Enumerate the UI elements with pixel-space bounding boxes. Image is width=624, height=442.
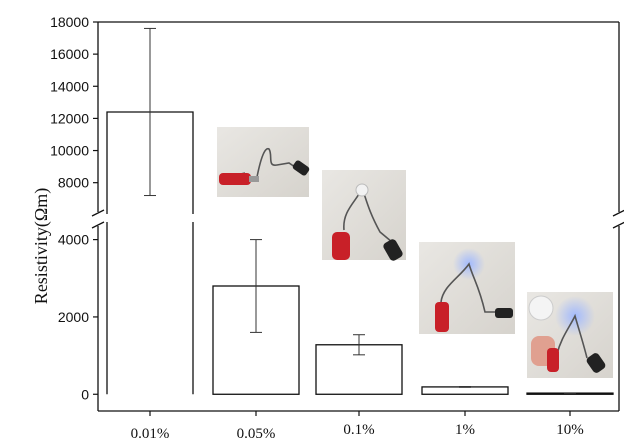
inset-photo-circuit-10pct: [527, 292, 613, 378]
error-bar-0.05%: [250, 239, 262, 333]
y-tick-0: 0: [81, 386, 98, 402]
x-category-label: 0.05%: [237, 426, 276, 442]
y-tick-16000: 16000: [50, 46, 98, 62]
error-bar-1%: [459, 386, 471, 388]
y-axis-title: Resistivity(Ωm): [31, 188, 52, 304]
y-tick-label: 8000: [58, 175, 89, 191]
inset-photo-circuit-1pct: [419, 242, 515, 334]
inset-photo-circuit-0.05pct: [217, 127, 310, 197]
axis-break-mark-left: [91, 209, 105, 229]
y-tick-4000: 4000: [58, 232, 98, 248]
bar-1%: [421, 386, 509, 395]
y-tick-label: 14000: [50, 78, 89, 94]
axis-break-mark-right: [612, 209, 624, 229]
x-category-label: 1%: [455, 422, 475, 438]
error-bar-0.1%: [353, 334, 365, 356]
x-category-label: 0.1%: [343, 422, 374, 438]
y-tick-label: 12000: [50, 110, 89, 126]
y-tick-label: 16000: [50, 46, 89, 62]
error-bars-layer: [144, 27, 576, 394]
y-tick-label: 0: [81, 386, 89, 402]
y-tick-label: 18000: [50, 14, 89, 30]
x-axis-categories: 0.01% 0.05% 0.1% 1% 10%: [131, 411, 584, 442]
y-tick-18000: 18000: [50, 14, 98, 30]
y-axis: 8000 10000 12000 14000 16000 18000 0 2000 4000: [50, 14, 624, 412]
y-tick-14000: 14000: [50, 78, 98, 94]
x-category-label: 0.01%: [131, 426, 170, 442]
error-bar-0.01%: [144, 27, 156, 197]
y-tick-label: 4000: [58, 232, 89, 248]
y-tick-8000: 8000: [58, 175, 98, 191]
y-tick-10000: 10000: [50, 143, 98, 159]
x-category-label: 10%: [556, 422, 584, 438]
inset-photo-circuit-0.1pct: [322, 170, 406, 261]
y-tick-2000: 2000: [58, 309, 98, 325]
y-tick-label: 10000: [50, 143, 89, 159]
y-tick-label: 2000: [58, 309, 89, 325]
y-tick-12000: 12000: [50, 110, 98, 126]
